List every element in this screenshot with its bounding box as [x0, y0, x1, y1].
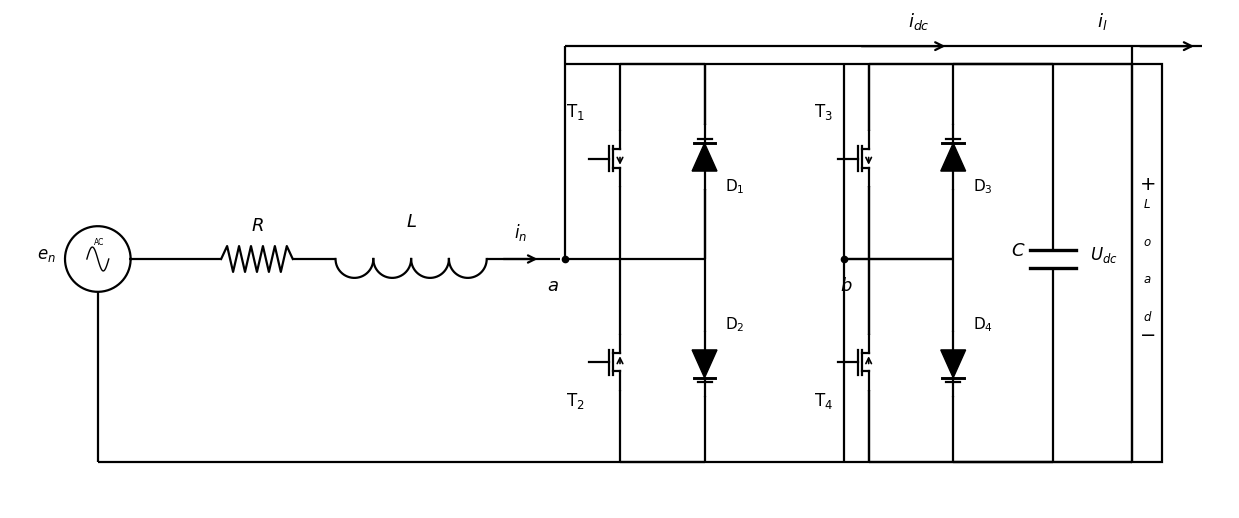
- Text: $-$: $-$: [1139, 324, 1155, 343]
- Text: $C$: $C$: [1011, 242, 1025, 260]
- Text: a: a: [1144, 274, 1151, 286]
- Text: $\mathrm{D_4}$: $\mathrm{D_4}$: [973, 315, 992, 334]
- Text: $i_n$: $i_n$: [514, 222, 527, 242]
- Text: $\mathrm{D_2}$: $\mathrm{D_2}$: [725, 315, 745, 334]
- Polygon shape: [693, 350, 717, 378]
- Text: $\mathrm{T_3}$: $\mathrm{T_3}$: [814, 102, 834, 122]
- Text: $U_{dc}$: $U_{dc}$: [1090, 245, 1119, 265]
- Text: $i_{dc}$: $i_{dc}$: [907, 11, 929, 32]
- Text: $e_n$: $e_n$: [37, 246, 56, 264]
- Text: d: d: [1144, 311, 1151, 324]
- Text: $i_l$: $i_l$: [1098, 11, 1108, 32]
- Bar: [1132, 64, 1162, 462]
- Text: $R$: $R$: [250, 217, 264, 235]
- Polygon shape: [940, 350, 965, 378]
- Text: AC: AC: [94, 238, 104, 247]
- Text: L: L: [1144, 198, 1150, 211]
- Polygon shape: [940, 143, 965, 171]
- Polygon shape: [693, 143, 717, 171]
- Text: $L$: $L$: [405, 213, 416, 231]
- Text: o: o: [1144, 236, 1151, 249]
- Text: $\mathrm{T_4}$: $\mathrm{T_4}$: [814, 391, 834, 411]
- Text: $\mathrm{D_1}$: $\mathrm{D_1}$: [725, 177, 745, 196]
- Text: $\mathrm{T_2}$: $\mathrm{T_2}$: [566, 391, 585, 411]
- Text: $\mathrm{T_1}$: $\mathrm{T_1}$: [566, 102, 585, 122]
- Text: $a$: $a$: [548, 277, 559, 295]
- Text: $\mathrm{D_3}$: $\mathrm{D_3}$: [973, 177, 992, 196]
- Text: $b$: $b$: [840, 277, 854, 295]
- Text: $+$: $+$: [1139, 175, 1155, 194]
